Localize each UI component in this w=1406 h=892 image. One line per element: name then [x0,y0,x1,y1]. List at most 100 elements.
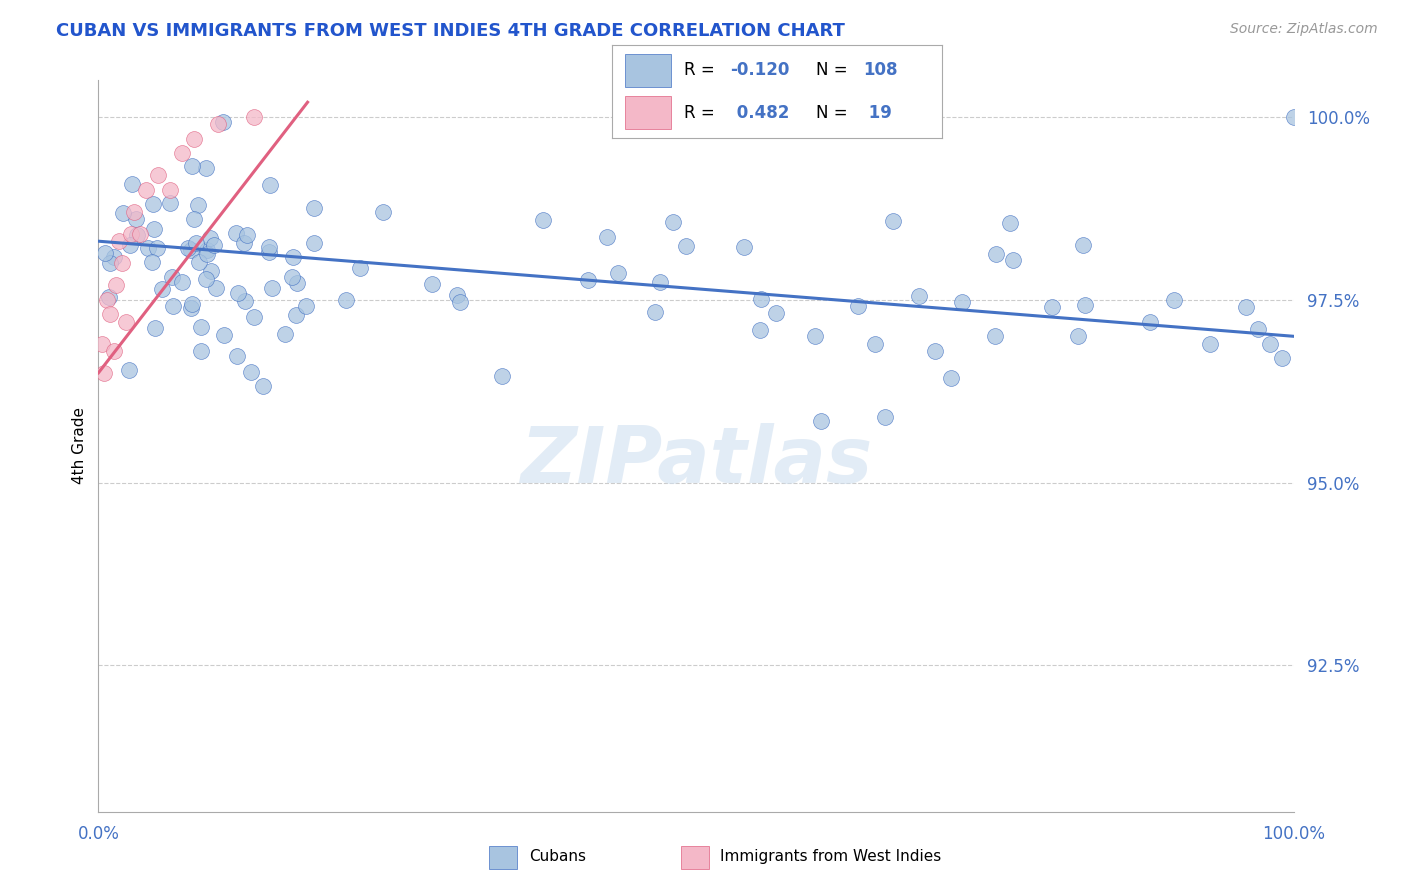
Point [662,215,685,229]
Point [198,230,221,244]
Point [1199,336,1222,351]
Point [1234,300,1257,314]
Point [136,241,159,255]
Point [202,238,225,252]
Point [675,239,697,253]
Point [105,278,128,293]
Point [190,320,212,334]
Bar [681,846,709,869]
Point [285,276,308,290]
Point [373,204,395,219]
Text: 0.482: 0.482 [731,103,789,121]
Point [195,247,218,261]
Bar [624,96,671,129]
Point [865,336,887,351]
Point [207,117,229,131]
Text: R =: R = [685,103,720,121]
Point [115,315,138,329]
Point [749,292,772,306]
Point [644,305,666,319]
Point [91,336,114,351]
Point [180,244,202,258]
Point [125,211,148,226]
Point [1247,322,1270,336]
Point [1040,300,1063,314]
Point [941,371,963,385]
Point [749,323,772,337]
Point [98,307,122,321]
Point [252,379,274,393]
Point [97,290,120,304]
Point [1271,351,1294,366]
Point [120,227,142,241]
Point [118,362,141,376]
Point [146,241,169,255]
Point [233,236,256,251]
Point [235,227,257,242]
Point [1139,315,1161,329]
Point [226,349,249,363]
Point [576,273,599,287]
Point [804,329,827,343]
Point [212,114,235,128]
Point [984,247,1007,261]
Point [112,206,135,220]
Point [96,293,118,307]
Text: R =: R = [685,62,720,79]
Point [302,201,325,215]
Point [846,299,869,313]
Y-axis label: 4th Grade: 4th Grade [72,408,87,484]
Point [1163,293,1185,307]
Text: 108: 108 [863,62,897,79]
Point [172,146,194,161]
Point [183,132,205,146]
Point [283,250,305,264]
Point [225,227,247,241]
Point [187,255,209,269]
Point [259,244,281,259]
Point [984,329,1007,343]
Point [124,205,146,219]
Point [1000,216,1022,230]
Text: 19: 19 [863,103,891,121]
Point [141,197,163,211]
Point [159,183,181,197]
Point [160,270,183,285]
Point [349,260,371,275]
Text: Source: ZipAtlas.com: Source: ZipAtlas.com [1230,22,1378,37]
Point [420,277,443,291]
Point [120,237,142,252]
Point [257,240,280,254]
Point [111,256,134,270]
Point [924,343,946,358]
Point [187,198,209,212]
Point [181,296,204,310]
Point [875,409,897,424]
Point [107,234,129,248]
Point [195,272,218,286]
Bar [489,846,517,869]
Point [143,222,166,236]
Point [176,241,198,255]
Text: CUBAN VS IMMIGRANTS FROM WEST INDIES 4TH GRADE CORRELATION CHART: CUBAN VS IMMIGRANTS FROM WEST INDIES 4TH… [56,22,845,40]
Point [103,343,125,358]
Point [98,256,121,270]
Point [274,327,297,342]
Point [135,183,157,197]
Point [449,294,471,309]
Text: Immigrants from West Indies: Immigrants from West Indies [720,849,941,863]
Point [181,159,204,173]
Point [194,161,217,175]
Point [1282,110,1305,124]
Point [491,369,513,384]
Point [150,282,173,296]
Point [180,301,202,316]
Point [1074,298,1097,312]
Bar [624,54,671,87]
Point [335,293,357,307]
Point [93,366,115,380]
Point [810,414,832,428]
Point [446,287,468,301]
Point [170,275,193,289]
Point [908,289,931,303]
